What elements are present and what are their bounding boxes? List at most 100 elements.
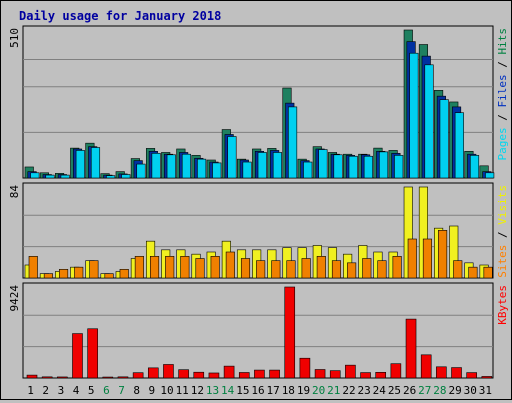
x-tick-label: 17 <box>267 384 280 397</box>
bar-sites <box>149 256 160 279</box>
bar-pages <box>242 161 252 179</box>
legend-sites: Sites <box>496 245 509 278</box>
x-tick-label: 20 <box>312 384 325 397</box>
bar-sites <box>256 260 266 279</box>
bar-pages <box>45 174 55 179</box>
bar-pages <box>469 155 480 179</box>
bar-sites <box>195 258 205 279</box>
bar-sites <box>331 260 342 279</box>
bar-pages <box>318 149 328 179</box>
x-tick-label: 14 <box>221 384 235 397</box>
bar-kbytes <box>284 286 296 379</box>
x-tick-label: 22 <box>342 384 355 397</box>
bar-kbytes <box>163 364 174 379</box>
bar-sites <box>104 273 114 279</box>
bar-kbytes <box>254 369 265 379</box>
x-tick-label: 6 <box>103 384 110 397</box>
bar-pages <box>333 154 343 179</box>
bar-pages <box>227 136 237 179</box>
legend-separator: / <box>496 108 509 128</box>
x-tick-label: 26 <box>403 384 416 397</box>
panel-3-ymax-label: 9424 <box>8 285 21 312</box>
bar-kbytes <box>117 376 129 379</box>
bar-sites <box>392 256 402 279</box>
bar-kbytes <box>72 333 83 379</box>
bar-pages <box>151 153 161 179</box>
bar-kbytes <box>102 376 114 379</box>
x-tick-label: 3 <box>58 384 65 397</box>
bar-kbytes <box>178 369 189 379</box>
bar-kbytes <box>57 376 68 379</box>
panel-3-legend: KBytes <box>496 285 509 325</box>
bar-pages <box>212 162 222 179</box>
bar-kbytes <box>481 376 493 379</box>
bar-pages <box>90 147 101 179</box>
x-tick-label: 18 <box>282 384 295 397</box>
bar-kbytes <box>147 367 159 379</box>
bar-kbytes <box>345 364 356 379</box>
x-tick-label: 19 <box>297 384 310 397</box>
bar-kbytes <box>420 354 432 379</box>
bar-pages <box>485 172 495 179</box>
bar-pages <box>394 155 404 179</box>
bar-sites <box>134 256 144 279</box>
x-tick-label: 4 <box>73 384 80 397</box>
bar-pages <box>454 112 464 179</box>
x-tick-label: 1 <box>27 384 34 397</box>
bar-sites <box>119 269 129 279</box>
bar-kbytes <box>193 371 205 379</box>
bar-sites <box>286 260 296 279</box>
bar-kbytes <box>466 372 477 379</box>
bar-pages <box>257 152 267 179</box>
bar-kbytes <box>360 372 371 379</box>
bar-sites <box>28 256 38 279</box>
bar-kbytes <box>451 367 462 379</box>
bar-sites <box>483 266 493 279</box>
x-tick-label: 31 <box>479 384 492 397</box>
x-tick-label: 2 <box>42 384 49 397</box>
x-tick-label: 12 <box>191 384 204 397</box>
bar-sites <box>240 258 251 279</box>
chart-title: Daily usage for January 2018 <box>19 9 222 23</box>
bar-sites <box>59 269 69 279</box>
x-tick-label: 27 <box>418 384 431 397</box>
bar-kbytes <box>299 357 311 379</box>
bar-sites <box>225 251 235 279</box>
x-tick-label: 5 <box>88 384 95 397</box>
bar-sites <box>377 260 387 279</box>
x-tick-label: 8 <box>133 384 140 397</box>
x-tick-label: 9 <box>149 384 156 397</box>
bar-sites <box>165 256 175 279</box>
bar-pages <box>272 152 282 179</box>
bar-kbytes <box>390 363 402 379</box>
bar-kbytes <box>208 372 220 379</box>
bar-kbytes <box>87 328 98 379</box>
x-tick-label: 23 <box>358 384 371 397</box>
bar-sites <box>89 260 99 279</box>
bar-kbytes <box>238 372 250 379</box>
legend-separator: / <box>496 225 509 245</box>
bar-kbytes <box>329 370 341 379</box>
bar-kbytes <box>405 318 417 379</box>
x-tick-label: 15 <box>236 384 249 397</box>
bar-sites <box>453 260 463 279</box>
bar-pages <box>288 106 298 179</box>
x-tick-label: 25 <box>388 384 401 397</box>
bar-pages <box>75 150 85 179</box>
legend-visits: Visits <box>496 185 509 225</box>
legend-hits: Hits <box>496 28 509 55</box>
x-tick-label: 13 <box>206 384 219 397</box>
panel-1-legend: Pages / Files / Hits <box>496 28 509 161</box>
bar-sites <box>422 238 432 279</box>
bar-pages <box>121 174 131 179</box>
bar-pages <box>439 99 449 179</box>
bar-pages <box>409 52 419 179</box>
bar-sites <box>180 256 190 279</box>
bar-pages <box>303 161 313 179</box>
bar-sites <box>407 238 417 279</box>
x-tick-label: 24 <box>373 384 387 397</box>
x-tick-label: 30 <box>464 384 477 397</box>
panel-1-ymax-label: 510 <box>8 28 21 48</box>
